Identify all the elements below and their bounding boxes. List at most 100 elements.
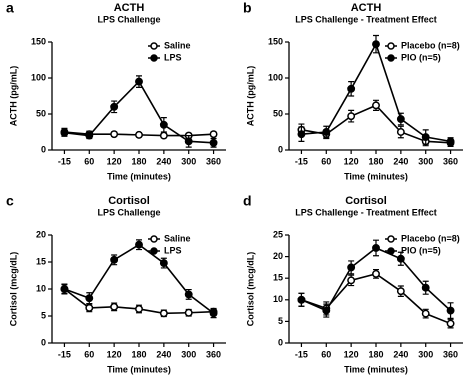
marker — [421, 283, 430, 292]
marker — [60, 285, 69, 293]
x-tick-label: 300 — [418, 156, 433, 166]
y-axis-label: Cortisol (mcg/dL) — [245, 252, 255, 327]
marker — [421, 309, 430, 318]
marker — [297, 130, 306, 139]
x-tick-label: 240 — [156, 349, 171, 359]
x-tick-label: 60 — [84, 156, 94, 166]
y-axis-label: ACTH (pg/mL) — [8, 66, 18, 127]
legend-label: Placebo (n=8) — [401, 40, 460, 50]
marker — [184, 290, 193, 299]
marker — [209, 130, 218, 139]
marker — [322, 128, 331, 136]
marker — [372, 244, 380, 252]
marker — [421, 133, 430, 141]
panel-letter: b — [243, 0, 252, 16]
x-tick-label: 60 — [321, 156, 331, 166]
panel-letter: d — [243, 193, 252, 209]
marker — [297, 295, 306, 304]
x-tick-label: 240 — [393, 349, 408, 359]
marker — [159, 309, 168, 318]
chart-subtitle: LPS Challenge - Treatment Effect — [295, 207, 437, 217]
x-tick-label: 180 — [131, 156, 146, 166]
y-tick-label: 15 — [273, 273, 283, 283]
legend-marker — [387, 235, 395, 243]
y-tick-label: 0 — [41, 337, 46, 347]
marker — [209, 138, 218, 147]
y-tick-label: 0 — [278, 144, 283, 154]
y-tick-label: 0 — [278, 337, 283, 347]
marker — [85, 303, 94, 312]
x-axis-label: Time (minutes) — [344, 171, 408, 181]
y-tick-label: 10 — [36, 283, 46, 293]
x-axis-label: Time (minutes) — [107, 364, 171, 374]
marker — [60, 128, 69, 137]
y-tick-label: 150 — [268, 36, 283, 46]
x-axis-label: Time (minutes) — [107, 171, 171, 181]
y-tick-label: 50 — [36, 108, 46, 118]
marker — [347, 112, 356, 121]
x-tick-label: -15 — [58, 349, 71, 359]
marker — [396, 128, 405, 136]
x-axis-label: Time (minutes) — [344, 364, 408, 374]
marker — [184, 137, 193, 146]
marker — [322, 306, 331, 315]
chart-title: ACTH — [114, 2, 145, 14]
x-tick-label: 180 — [131, 349, 146, 359]
y-tick-label: 100 — [31, 72, 46, 82]
panel-letter: a — [6, 0, 14, 16]
y-tick-label: 20 — [36, 229, 46, 239]
marker — [85, 131, 94, 140]
marker — [110, 130, 119, 139]
legend-label: Saline — [164, 40, 191, 50]
chart-subtitle: LPS Challenge — [97, 14, 160, 24]
marker — [159, 259, 168, 268]
legend-label: LPS — [164, 52, 182, 62]
marker — [184, 308, 193, 317]
chart-title: Cortisol — [345, 195, 387, 207]
marker — [159, 131, 168, 140]
marker — [135, 305, 143, 313]
legend-marker — [150, 42, 158, 50]
x-tick-label: 120 — [344, 349, 359, 359]
legend-marker — [387, 42, 395, 50]
y-axis-label: ACTH (pg/mL) — [245, 66, 255, 127]
y-tick-label: 10 — [273, 294, 283, 304]
x-tick-label: 300 — [181, 156, 196, 166]
marker — [372, 40, 380, 49]
x-tick-label: 360 — [206, 349, 221, 359]
x-tick-label: 240 — [393, 156, 408, 166]
marker — [347, 263, 356, 272]
x-tick-label: 300 — [181, 349, 196, 359]
x-tick-label: -15 — [295, 156, 308, 166]
chart-title: ACTH — [351, 2, 382, 14]
legend-label: PIO (n=5) — [401, 52, 441, 62]
x-tick-label: 180 — [368, 349, 383, 359]
x-tick-label: 60 — [84, 349, 94, 359]
marker — [347, 84, 356, 93]
legend-label: Saline — [164, 233, 191, 243]
marker — [396, 115, 405, 123]
marker — [110, 302, 119, 311]
legend-label: PIO (n=5) — [401, 245, 441, 255]
series-line — [301, 247, 452, 312]
x-tick-label: 120 — [107, 156, 122, 166]
x-tick-label: -15 — [58, 156, 71, 166]
y-tick-label: 100 — [268, 72, 283, 82]
x-tick-label: 60 — [321, 349, 331, 359]
x-tick-label: 120 — [107, 349, 122, 359]
marker — [396, 287, 405, 296]
x-tick-label: 360 — [206, 156, 221, 166]
y-tick-label: 15 — [36, 256, 46, 266]
marker — [446, 306, 455, 315]
y-tick-label: 5 — [278, 316, 283, 326]
marker — [446, 137, 455, 146]
legend-marker — [387, 247, 395, 255]
y-tick-label: 150 — [31, 36, 46, 46]
y-tick-label: 25 — [273, 229, 283, 239]
marker — [396, 254, 405, 263]
legend-label: LPS — [164, 245, 182, 255]
